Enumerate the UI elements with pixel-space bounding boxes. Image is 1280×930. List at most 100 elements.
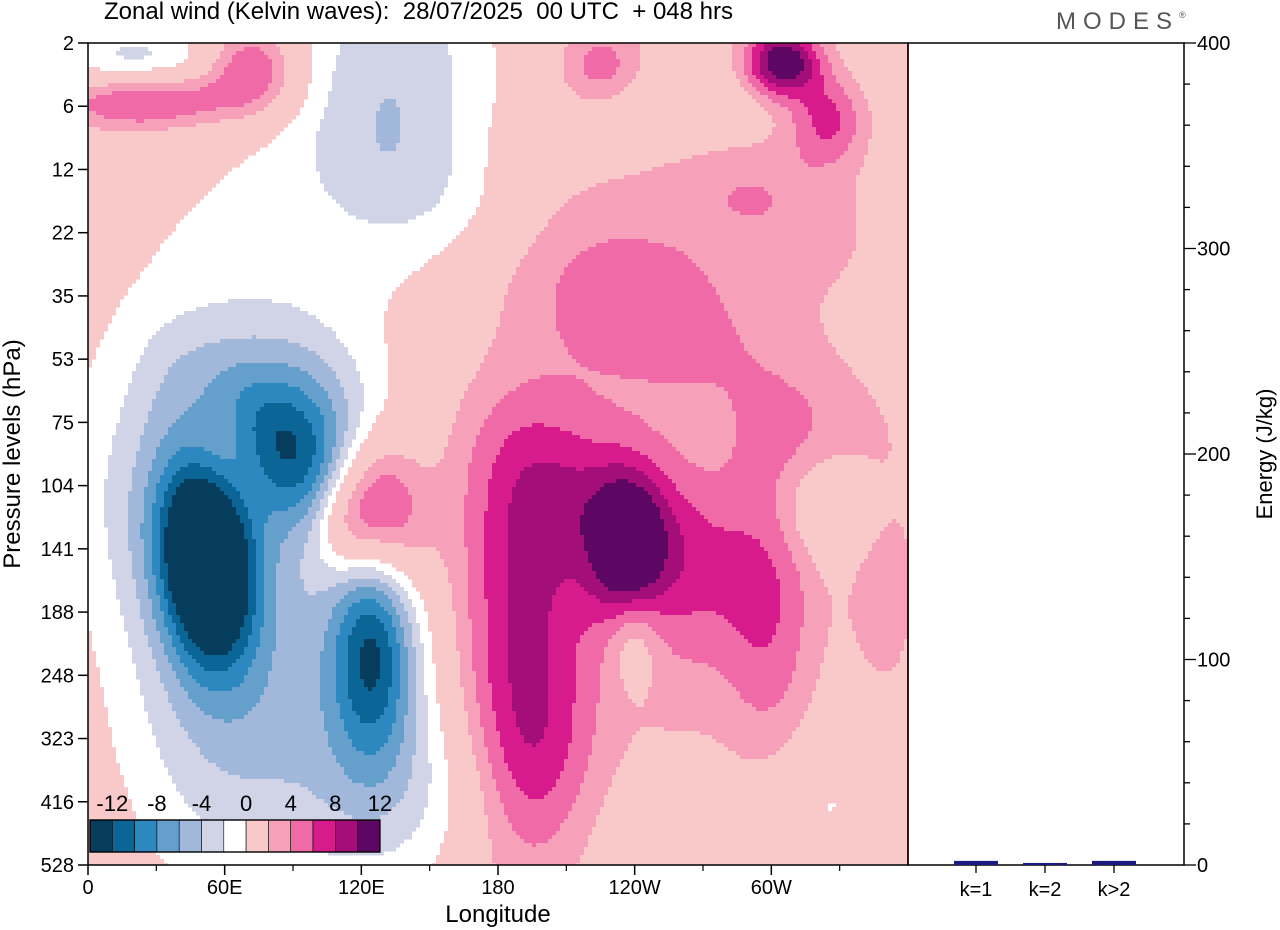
field-cell xyxy=(384,743,400,748)
field-cell xyxy=(276,95,308,100)
field-cell xyxy=(132,647,152,652)
field-cell xyxy=(496,711,516,716)
field-cell xyxy=(508,555,588,560)
field-cell xyxy=(276,583,304,588)
field-cell xyxy=(304,479,316,484)
field-cell xyxy=(264,591,276,596)
field-cell xyxy=(196,743,328,748)
field-cell xyxy=(624,755,740,760)
field-cell xyxy=(368,219,408,224)
field-cell xyxy=(132,575,144,580)
field-cell xyxy=(348,211,424,216)
field-cell xyxy=(464,499,488,504)
field-cell xyxy=(440,555,468,560)
field-cell xyxy=(832,807,908,812)
field-cell xyxy=(392,659,400,664)
field-cell xyxy=(328,627,340,632)
field-cell xyxy=(488,503,508,508)
field-cell xyxy=(152,531,160,536)
field-cell xyxy=(436,663,460,668)
field-cell xyxy=(252,383,288,388)
field-cell xyxy=(512,431,572,436)
field-cell xyxy=(172,503,232,508)
field-cell xyxy=(436,859,492,864)
field-cell xyxy=(244,715,324,720)
field-cell xyxy=(640,63,732,68)
field-cell xyxy=(516,719,548,724)
field-cell xyxy=(304,415,324,420)
field-cell xyxy=(664,495,684,500)
field-cell xyxy=(304,495,316,500)
field-cell xyxy=(320,383,340,388)
field-cell xyxy=(652,499,668,504)
field-cell xyxy=(168,611,176,616)
field-cell xyxy=(568,43,640,48)
field-cell xyxy=(804,603,832,608)
y-tick-label: 528 xyxy=(41,855,74,877)
field-cell xyxy=(864,559,908,564)
field-cell xyxy=(848,147,868,152)
field-cell xyxy=(708,519,780,524)
field-cell xyxy=(88,771,120,776)
field-cell xyxy=(328,463,336,468)
field-cell xyxy=(436,687,464,692)
field-cell xyxy=(492,687,512,692)
field-cell xyxy=(440,715,468,720)
field-cell xyxy=(392,679,400,684)
field-cell xyxy=(888,455,908,460)
field-cell xyxy=(484,727,496,732)
field-cell xyxy=(452,595,468,600)
field-cell xyxy=(724,303,820,308)
field-cell xyxy=(408,675,416,680)
field-cell xyxy=(804,591,828,596)
field-cell xyxy=(692,503,776,508)
field-cell xyxy=(384,455,404,460)
field-cell xyxy=(512,495,592,500)
field-cell xyxy=(156,663,172,668)
field-cell xyxy=(336,419,348,424)
field-cell xyxy=(140,611,152,616)
field-cell xyxy=(336,687,348,692)
field-cell xyxy=(340,715,360,720)
field-cell xyxy=(268,671,320,676)
field-cell xyxy=(680,159,804,164)
field-cell xyxy=(552,607,780,612)
field-cell xyxy=(316,479,324,484)
field-cell xyxy=(400,139,452,144)
field-cell xyxy=(264,531,288,536)
field-cell xyxy=(436,691,464,696)
field-cell xyxy=(260,695,320,700)
field-cell xyxy=(352,739,388,744)
field-cell xyxy=(448,775,480,780)
field-cell xyxy=(264,523,296,528)
field-cell xyxy=(188,667,204,672)
field-cell xyxy=(508,571,596,576)
field-cell xyxy=(320,667,336,672)
field-cell xyxy=(328,95,452,100)
field-cell xyxy=(128,391,156,396)
field-cell xyxy=(348,579,380,584)
field-cell xyxy=(764,43,800,48)
field-cell xyxy=(692,155,800,160)
field-cell xyxy=(144,575,156,580)
field-cell xyxy=(168,427,236,432)
field-cell xyxy=(340,763,396,768)
field-cell xyxy=(156,391,204,396)
field-cell xyxy=(748,351,836,356)
field-cell xyxy=(332,399,348,404)
field-cell xyxy=(812,411,880,416)
field-cell xyxy=(236,639,248,644)
field-cell xyxy=(316,147,380,152)
field-cell xyxy=(868,551,908,556)
field-cell xyxy=(468,387,516,392)
field-cell xyxy=(556,587,584,592)
field-cell xyxy=(88,283,132,288)
field-cell xyxy=(156,447,180,452)
field-cell xyxy=(796,143,848,148)
field-cell xyxy=(612,47,640,52)
field-cell xyxy=(604,483,636,488)
field-cell xyxy=(404,635,412,640)
field-cell xyxy=(388,299,504,304)
field-cell xyxy=(348,667,360,672)
field-cell xyxy=(508,819,564,824)
